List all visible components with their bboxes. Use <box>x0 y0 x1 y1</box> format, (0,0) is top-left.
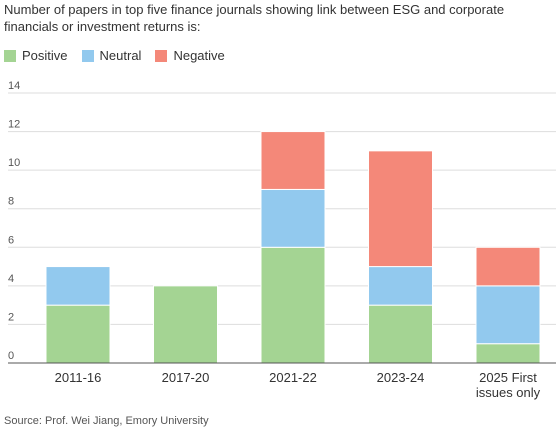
legend: Positive Neutral Negative <box>4 48 239 63</box>
bar-negative-4 <box>475 246 541 287</box>
x-tick-label-4-0: 2025 First <box>479 370 537 385</box>
bar-neutral-3 <box>368 266 433 306</box>
legend-swatch-neutral <box>81 49 94 62</box>
legend-item-negative: Negative <box>155 48 225 63</box>
legend-item-positive: Positive <box>4 48 68 63</box>
stacked-bar-chart: 0 2 4 6 8 10 12 14 2011-16 2017-20 2021-22 2023-24 2… <box>8 80 556 400</box>
bar-neutral-4 <box>475 285 541 345</box>
y-tick-label-0: 0 <box>8 350 14 362</box>
y-tick-label-12: 12 <box>8 119 20 131</box>
bar-positive-1 <box>153 285 218 364</box>
bar-positive-4 <box>475 343 541 364</box>
legend-label-negative: Negative <box>173 48 225 63</box>
bar-neutral-0 <box>45 266 111 306</box>
bar-neutral-2 <box>260 188 326 248</box>
x-tick-label-3-0: 2023-24 <box>377 370 425 385</box>
y-tick-label-6: 6 <box>8 234 14 246</box>
y-tick-label-10: 10 <box>8 157 20 169</box>
y-tick-label-4: 4 <box>8 273 14 285</box>
bar-positive-0 <box>45 304 111 364</box>
bar-negative-2 <box>260 131 326 190</box>
y-tick-label-2: 2 <box>8 311 14 323</box>
legend-item-neutral: Neutral <box>81 48 142 63</box>
bar-negative-3 <box>368 150 433 268</box>
x-tick-label-4-1: issues only <box>476 385 541 400</box>
legend-label-positive: Positive <box>22 48 68 63</box>
x-tick-label-2-0: 2021-22 <box>269 370 317 385</box>
legend-label-neutral: Neutral <box>99 48 142 63</box>
legend-swatch-positive <box>4 49 16 62</box>
y-tick-label-14: 14 <box>8 80 20 92</box>
y-tick-label-8: 8 <box>8 196 14 208</box>
source-note: Source: Prof. Wei Jiang, Emory Universit… <box>4 415 209 427</box>
legend-swatch-negative <box>155 49 168 62</box>
x-tick-label-0-0: 2011-16 <box>55 370 102 385</box>
bar-positive-2 <box>260 246 326 364</box>
x-tick-label-1-0: 2017-20 <box>162 370 210 385</box>
chart-title: Number of papers in top five finance jou… <box>4 2 505 34</box>
bar-positive-3 <box>368 304 433 364</box>
